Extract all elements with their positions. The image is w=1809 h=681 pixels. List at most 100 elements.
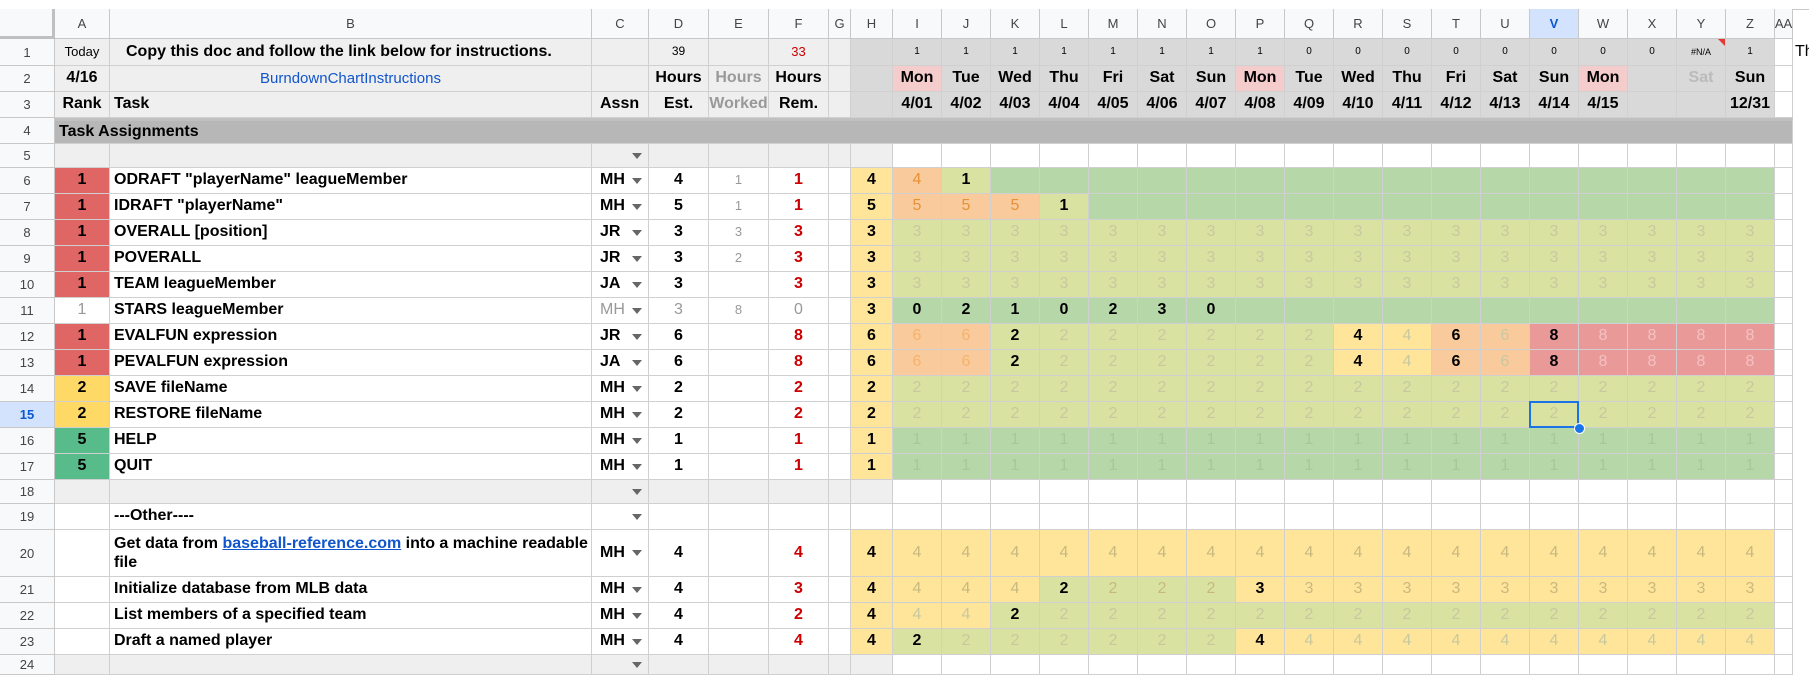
date-J[interactable]: 4/02: [942, 92, 991, 118]
burndown-S16[interactable]: 1: [1383, 428, 1432, 454]
assignee-3[interactable]: Assn: [592, 92, 649, 118]
row-header-11[interactable]: 11: [0, 298, 55, 324]
burndown-S21[interactable]: 3: [1383, 577, 1432, 603]
burndown-V11[interactable]: [1530, 298, 1579, 324]
burndown-Q9[interactable]: 3: [1285, 246, 1334, 272]
hours-est-5[interactable]: [649, 144, 709, 168]
flag-I[interactable]: 1: [893, 39, 942, 66]
row-header-15[interactable]: 15: [0, 402, 55, 428]
column-header-Z[interactable]: Z: [1726, 9, 1775, 39]
burndown-W22[interactable]: 2: [1579, 603, 1628, 629]
burndown-I16[interactable]: 1: [893, 428, 942, 454]
burndown-S19[interactable]: [1383, 504, 1432, 530]
burndown-U8[interactable]: 3: [1481, 220, 1530, 246]
burndown-Q14[interactable]: 2: [1285, 376, 1334, 402]
initial-hours-13[interactable]: 6: [851, 350, 893, 376]
column-header-P[interactable]: P: [1236, 9, 1285, 39]
burndown-T12[interactable]: 6: [1432, 324, 1481, 350]
column-header-U[interactable]: U: [1481, 9, 1530, 39]
cell-A17[interactable]: 5: [55, 454, 110, 480]
date-Z[interactable]: 12/31: [1726, 92, 1775, 118]
burndown-W8[interactable]: 3: [1579, 220, 1628, 246]
hours-rem-10[interactable]: 3: [769, 272, 829, 298]
burndown-Y5[interactable]: [1677, 144, 1726, 168]
hours-worked-6[interactable]: 1: [709, 168, 769, 194]
hours-est-16[interactable]: 1: [649, 428, 709, 454]
burndown-O19[interactable]: [1187, 504, 1236, 530]
chevron-down-icon[interactable]: [632, 612, 642, 619]
burndown-S12[interactable]: 4: [1383, 324, 1432, 350]
burndown-I20[interactable]: 4: [893, 530, 942, 577]
burndown-Q15[interactable]: 2: [1285, 402, 1334, 428]
flag-L[interactable]: 1: [1040, 39, 1089, 66]
column-header-W[interactable]: W: [1579, 9, 1628, 39]
cell-A6[interactable]: 1: [55, 168, 110, 194]
weekday-Q[interactable]: Tue: [1285, 66, 1334, 92]
hours-worked-23[interactable]: [709, 629, 769, 655]
burndown-U11[interactable]: [1481, 298, 1530, 324]
hours-est-15[interactable]: 2: [649, 402, 709, 428]
burndown-R10[interactable]: 3: [1334, 272, 1383, 298]
cell-A19[interactable]: [55, 504, 110, 530]
task-name-18[interactable]: [110, 480, 592, 504]
burndown-T16[interactable]: 1: [1432, 428, 1481, 454]
burndown-K16[interactable]: 1: [991, 428, 1040, 454]
instructions-text[interactable]: Copy this doc and follow the link below …: [110, 39, 592, 66]
burndown-Y22[interactable]: 2: [1677, 603, 1726, 629]
chevron-down-icon[interactable]: [632, 255, 642, 262]
spacer-G21[interactable]: [829, 577, 851, 603]
task-name-9[interactable]: POVERALL: [110, 246, 592, 272]
burndown-K17[interactable]: 1: [991, 454, 1040, 480]
burndown-Q7[interactable]: [1285, 194, 1334, 220]
date-Q[interactable]: 4/09: [1285, 92, 1334, 118]
hours-rem-24[interactable]: [769, 655, 829, 675]
burndown-Z11[interactable]: [1726, 298, 1775, 324]
burndown-Y18[interactable]: [1677, 480, 1726, 504]
burndown-Z21[interactable]: 3: [1726, 577, 1775, 603]
weekday-S[interactable]: Thu: [1383, 66, 1432, 92]
burndown-N21[interactable]: 2: [1138, 577, 1187, 603]
burndown-P19[interactable]: [1236, 504, 1285, 530]
today-label[interactable]: Today: [55, 39, 110, 66]
task-header[interactable]: Task: [110, 92, 592, 118]
burndown-W13[interactable]: 8: [1579, 350, 1628, 376]
row-header-7[interactable]: 7: [0, 194, 55, 220]
burndown-V17[interactable]: 1: [1530, 454, 1579, 480]
cell-AA2[interactable]: [1775, 66, 1793, 92]
initial-hours-2[interactable]: [851, 66, 893, 92]
hours-worked-12[interactable]: [709, 324, 769, 350]
burndown-U18[interactable]: [1481, 480, 1530, 504]
cell-A13[interactable]: 1: [55, 350, 110, 376]
hours-est-11[interactable]: 3: [649, 298, 709, 324]
burndown-S8[interactable]: 3: [1383, 220, 1432, 246]
assignee-7[interactable]: MH: [592, 194, 649, 220]
row-header-17[interactable]: 17: [0, 454, 55, 480]
column-header-J[interactable]: J: [942, 9, 991, 39]
burndown-W7[interactable]: [1579, 194, 1628, 220]
hours-rem-15[interactable]: 2: [769, 402, 829, 428]
burndown-M6[interactable]: [1089, 168, 1138, 194]
burndown-Y19[interactable]: [1677, 504, 1726, 530]
burndown-Z7[interactable]: [1726, 194, 1775, 220]
spacer-G20[interactable]: [829, 530, 851, 577]
date-I[interactable]: 4/01: [893, 92, 942, 118]
initial-hours-15[interactable]: 2: [851, 402, 893, 428]
initial-hours-17[interactable]: 1: [851, 454, 893, 480]
cell-AA13[interactable]: [1775, 350, 1793, 376]
burndown-J21[interactable]: 4: [942, 577, 991, 603]
spacer-G6[interactable]: [829, 168, 851, 194]
task-name-10[interactable]: TEAM leagueMember: [110, 272, 592, 298]
chevron-down-icon[interactable]: [632, 152, 642, 159]
assignee-15[interactable]: MH: [592, 402, 649, 428]
burndown-W6[interactable]: [1579, 168, 1628, 194]
burndown-W9[interactable]: 3: [1579, 246, 1628, 272]
burndown-W18[interactable]: [1579, 480, 1628, 504]
chevron-down-icon[interactable]: [632, 661, 642, 668]
weekday-T[interactable]: Fri: [1432, 66, 1481, 92]
hours-worked-1[interactable]: [709, 39, 769, 66]
burndown-M19[interactable]: [1089, 504, 1138, 530]
date-P[interactable]: 4/08: [1236, 92, 1285, 118]
burndown-P14[interactable]: 2: [1236, 376, 1285, 402]
burndown-I6[interactable]: 4: [893, 168, 942, 194]
weekday-L[interactable]: Thu: [1040, 66, 1089, 92]
